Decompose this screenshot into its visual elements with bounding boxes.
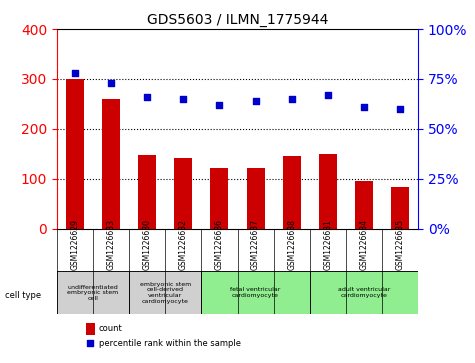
Text: GSM1226632: GSM1226632 xyxy=(179,219,188,270)
Text: adult ventricular
cardiomyocyte: adult ventricular cardiomyocyte xyxy=(338,287,390,298)
Point xyxy=(143,94,151,100)
Bar xyxy=(355,181,373,229)
Bar xyxy=(66,79,84,229)
Text: GSM1226638: GSM1226638 xyxy=(287,219,296,270)
Text: GSM1226635: GSM1226635 xyxy=(396,219,404,270)
Point xyxy=(324,92,332,98)
Bar xyxy=(210,168,228,229)
Text: cell type: cell type xyxy=(5,291,41,300)
Point xyxy=(86,340,94,346)
Text: GSM1226634: GSM1226634 xyxy=(360,219,368,270)
Text: GSM1226630: GSM1226630 xyxy=(143,219,152,270)
Bar xyxy=(102,99,120,229)
Bar xyxy=(86,323,95,335)
Bar xyxy=(138,155,156,229)
Text: fetal ventricular
cardiomyocyte: fetal ventricular cardiomyocyte xyxy=(230,287,281,298)
Text: GSM1226637: GSM1226637 xyxy=(251,219,260,270)
Bar xyxy=(319,154,337,229)
Text: GSM1226636: GSM1226636 xyxy=(215,219,224,270)
Point xyxy=(71,70,79,76)
FancyBboxPatch shape xyxy=(310,272,418,314)
Text: percentile rank within the sample: percentile rank within the sample xyxy=(98,339,240,348)
Bar xyxy=(391,187,409,229)
Text: embryonic stem
cell-derived
ventricular
cardiomyocyte: embryonic stem cell-derived ventricular … xyxy=(140,282,191,304)
FancyBboxPatch shape xyxy=(129,272,201,314)
Point xyxy=(107,80,115,86)
Point xyxy=(252,98,259,104)
Title: GDS5603 / ILMN_1775944: GDS5603 / ILMN_1775944 xyxy=(147,13,328,26)
Point xyxy=(216,102,223,108)
Text: GSM1226629: GSM1226629 xyxy=(71,219,79,270)
Text: count: count xyxy=(98,324,122,333)
Bar xyxy=(174,158,192,229)
FancyBboxPatch shape xyxy=(57,272,129,314)
Point xyxy=(288,96,295,102)
Bar xyxy=(247,168,265,229)
FancyBboxPatch shape xyxy=(201,272,310,314)
Point xyxy=(360,104,368,110)
Bar xyxy=(283,156,301,229)
Point xyxy=(396,106,404,112)
Text: undifferentiated
embryonic stem
cell: undifferentiated embryonic stem cell xyxy=(67,285,119,301)
Text: GSM1226633: GSM1226633 xyxy=(107,219,115,270)
Text: GSM1226631: GSM1226631 xyxy=(323,219,332,270)
Point xyxy=(180,96,187,102)
